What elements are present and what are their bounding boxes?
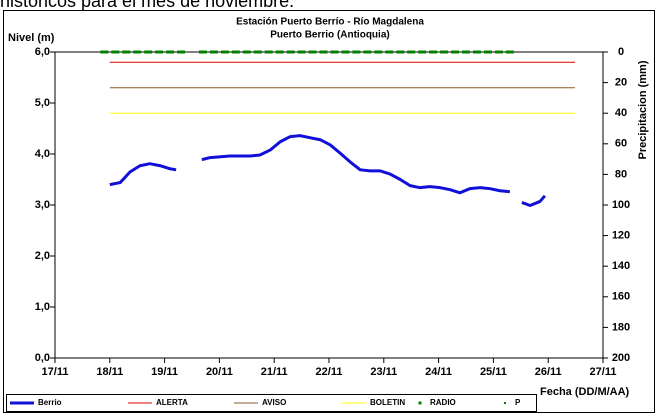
point — [144, 50, 153, 54]
y2-tick-label: 160 — [612, 291, 630, 303]
point — [122, 50, 131, 54]
point — [472, 50, 481, 54]
point — [264, 50, 273, 54]
point — [374, 50, 383, 54]
series-line — [521, 194, 547, 208]
y2-tick-label: 120 — [612, 230, 630, 242]
point — [319, 50, 328, 54]
point — [209, 50, 218, 54]
y2-tick-label: 20 — [615, 77, 627, 89]
x-tick-label: 26/11 — [535, 366, 562, 378]
y2-tick-label: 60 — [615, 138, 627, 150]
chart-frame — [3, 10, 655, 413]
y-tick-label: 2,0 — [35, 250, 50, 262]
caption: históricos para el mes de noviembre. — [0, 0, 294, 11]
point — [483, 50, 492, 54]
x-tick-label: 23/11 — [370, 366, 397, 378]
point — [275, 50, 284, 54]
y-tick-label: 4,0 — [35, 148, 50, 160]
point — [198, 50, 207, 54]
x-tick-label: 18/11 — [96, 366, 123, 378]
legend — [6, 394, 537, 412]
series-line — [201, 134, 510, 195]
x-tick-label: 22/11 — [316, 366, 343, 378]
x-tick-label: 17/11 — [42, 366, 69, 378]
x-tick-label: 19/11 — [151, 366, 178, 378]
point — [166, 50, 175, 54]
point — [494, 50, 503, 54]
y2-tick-label: 40 — [615, 107, 627, 119]
point — [440, 50, 449, 54]
y2-axis-title: Precipitacion (mm) — [637, 60, 649, 159]
x-tick-label: 25/11 — [480, 366, 507, 378]
x-tick-label: 24/11 — [425, 366, 452, 378]
point — [111, 50, 120, 54]
y-tick-label: 3,0 — [35, 199, 50, 211]
point — [177, 50, 186, 54]
point — [231, 50, 240, 54]
point — [242, 50, 251, 54]
x-tick-label: 20/11 — [206, 366, 233, 378]
point — [462, 50, 470, 54]
y2-tick-label: 200 — [612, 352, 630, 364]
legend-label: Berrio — [38, 398, 62, 407]
chart-subtitle: Puerto Berrio (Antioquia) — [270, 30, 389, 41]
y2-tick-label: 180 — [612, 321, 630, 333]
point — [363, 50, 372, 54]
x-tick-label: 21/11 — [261, 366, 288, 378]
chart-title: Estación Puerto Berrío - Río Magdalena — [236, 17, 424, 28]
point — [220, 50, 229, 54]
point — [308, 50, 317, 54]
point — [253, 50, 262, 54]
y-tick-label: 6,0 — [35, 46, 50, 58]
point — [352, 50, 361, 54]
point — [451, 50, 460, 54]
legend-label: P — [515, 398, 521, 407]
legend-label: ALERTA — [156, 398, 188, 407]
point — [341, 50, 350, 54]
point — [133, 50, 142, 54]
point — [297, 50, 306, 54]
y2-tick-label: 140 — [612, 260, 630, 272]
legend-label: RADIO — [430, 398, 456, 407]
legend-label: AVISO — [262, 398, 286, 407]
point — [429, 50, 438, 54]
series-line — [109, 162, 177, 187]
point — [385, 50, 394, 54]
point — [155, 50, 164, 54]
y-tick-label: 5,0 — [35, 97, 50, 109]
point — [396, 50, 405, 54]
point — [505, 50, 514, 54]
point — [418, 50, 427, 54]
x-tick-label: 27/11 — [590, 366, 617, 378]
point — [407, 50, 416, 54]
y-tick-label: 0,0 — [35, 352, 50, 364]
x-axis-title: Fecha (DD/M/AA) — [540, 386, 630, 398]
y-axis-title: Nivel (m) — [8, 32, 55, 44]
y2-tick-label: 100 — [612, 199, 630, 211]
point — [330, 50, 339, 54]
point — [286, 50, 295, 54]
legend-marker — [418, 401, 422, 405]
y2-tick-label: 80 — [615, 168, 627, 180]
point — [100, 50, 109, 54]
legend-marker — [504, 402, 506, 404]
legend-label: BOLETIN — [370, 398, 405, 407]
y2-tick-label: 0 — [618, 46, 624, 58]
y-tick-label: 1,0 — [35, 301, 50, 313]
